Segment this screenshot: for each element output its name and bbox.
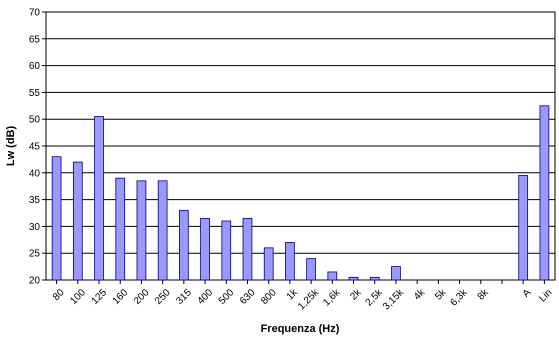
y-tick-label: 55 — [29, 88, 41, 99]
bar — [518, 175, 529, 281]
bar — [72, 161, 83, 281]
y-tick-label: 50 — [29, 115, 41, 126]
x-tick-label: 630 — [238, 287, 258, 307]
bar — [179, 209, 189, 281]
y-tick-labels: 20 25 30 35 40 45 50 55 60 65 70 — [29, 8, 41, 287]
bar — [327, 271, 338, 281]
bar — [348, 276, 359, 281]
x-tick-label: 1,6k — [321, 287, 343, 309]
x-tick-label: Lin — [537, 287, 554, 304]
y-tick-label: 70 — [29, 8, 41, 19]
bar — [369, 276, 380, 281]
bar — [391, 266, 401, 281]
x-tick-label: 4k — [412, 287, 428, 303]
x-tick-label: 315 — [174, 287, 194, 307]
y-tick-label: 25 — [29, 249, 41, 260]
bar — [51, 156, 62, 281]
y-tick-label: 65 — [29, 34, 41, 45]
bar — [115, 177, 126, 281]
x-tick-label: 100 — [68, 287, 88, 307]
x-tick-label: 1,25k — [296, 287, 322, 313]
x-tick-label: 125 — [90, 287, 110, 307]
x-tick-label: 500 — [217, 287, 237, 307]
bar — [94, 116, 104, 281]
x-tick-label: 160 — [111, 287, 131, 307]
y-tick-label: 20 — [29, 276, 41, 287]
bar — [242, 217, 253, 281]
x-tick-label: 400 — [196, 287, 216, 307]
y-tick-label: 45 — [29, 142, 41, 153]
bar — [136, 180, 147, 281]
bar — [306, 258, 316, 281]
bars-group — [51, 105, 550, 281]
x-axis-title: Frequenza (Hz) — [261, 323, 340, 335]
bar — [263, 247, 274, 281]
y-tick-label: 35 — [29, 195, 41, 206]
y-tick-label: 30 — [29, 222, 41, 233]
x-tick-label: 1k — [285, 287, 301, 303]
x-tick-label: 200 — [132, 287, 152, 307]
x-tick-labels: 80 100 125 160 200 250 315 400 500 630 800 1k1,25k 1… — [51, 280, 554, 312]
y-tick-label: 60 — [29, 61, 41, 72]
gridlines — [42, 11, 555, 281]
x-tick-label: 8k — [476, 287, 492, 303]
x-tick-label: 80 — [51, 287, 67, 303]
y-axis-title: Lw (dB) — [5, 126, 17, 167]
bar — [539, 105, 550, 281]
x-tick-label: 6,3k — [448, 287, 470, 309]
x-tick-label: 2k — [348, 287, 364, 303]
bar — [221, 220, 232, 281]
x-tick-label: 3,15k — [381, 287, 407, 313]
x-tick-label: 800 — [259, 287, 279, 307]
bar — [285, 242, 295, 281]
bar — [200, 217, 210, 281]
x-tick-label: 5k — [433, 287, 449, 303]
y-tick-label: 40 — [29, 168, 41, 179]
x-tick-label: 250 — [153, 287, 173, 307]
x-tick-label: A — [521, 287, 534, 300]
bar — [157, 180, 168, 281]
